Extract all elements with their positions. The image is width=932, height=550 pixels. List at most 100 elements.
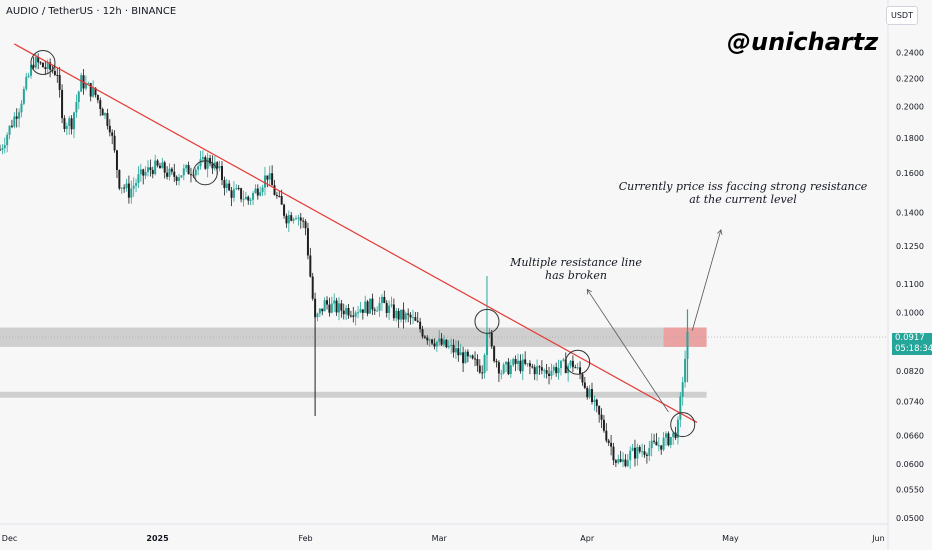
candle-body [462,352,465,364]
candle-body [321,308,324,312]
candle-body [32,64,35,68]
candle-body [684,358,687,383]
candle-body [443,339,445,345]
candle-body [602,419,605,431]
candle-body [135,183,138,186]
x-tick-label: Apr [580,534,595,543]
candle-body [645,454,648,456]
candle-body [579,367,582,375]
x-tick-label: Dec [2,534,17,543]
candle-body [199,159,202,167]
arrow-to-resistance-note [691,229,722,331]
x-tick-label: May [722,534,739,543]
candle-body [431,339,434,344]
candle-body [650,440,653,449]
candle-body [359,309,362,313]
candle-body [13,116,16,127]
candle-body [306,228,309,256]
candle-body [469,355,472,357]
candle-body [366,301,369,314]
candle-body [340,303,343,311]
candle-body [397,310,400,320]
candle-body [290,215,293,221]
candle-body [70,118,73,130]
candle-body [299,217,302,221]
candle-body [550,370,553,376]
candle-body [421,329,424,337]
candle-body [583,382,586,388]
y-tick-label: 0.0740 [896,398,924,407]
candle-body [607,440,610,443]
symbol-header[interactable]: AUDIO / TetherUS · 12h · BINANCE [6,6,177,17]
candle-body [230,190,233,198]
candle-body [163,162,166,173]
broken-note: Multiple resistance line has broken [505,256,647,282]
candle-body [127,183,130,198]
candle-body [669,436,672,446]
arrow-to-broken-note [586,289,669,413]
candle-body [490,332,493,347]
candle-body [330,303,333,313]
candle-body [37,56,40,63]
candle-body [247,196,250,201]
candle-body [392,304,395,319]
candle-body [275,194,278,197]
candle-body [15,116,18,119]
candle-body [147,167,149,173]
candle-body [526,363,529,365]
candle-body [495,361,498,363]
candle-body [576,367,579,369]
candle-body [440,338,443,345]
candle-body [409,314,412,318]
candle-body [242,199,245,201]
y-tick-label: 0.1100 [896,280,924,289]
candle-body [519,360,522,372]
candle-body [517,360,519,364]
candle-body [316,313,319,318]
candle-body [581,374,584,383]
candle-body [450,344,453,346]
candle-body [569,360,572,366]
candle-body [273,185,276,195]
candle-body [643,451,646,455]
candle-body [44,67,47,70]
y-tick-label: 0.0820 [896,367,924,376]
candle-body [414,317,417,321]
candle-body [120,187,123,189]
x-tick-label: Mar [432,534,448,543]
candle-body [189,174,192,176]
candle-body [390,304,393,306]
candle-body [364,301,367,313]
candle-body [149,167,152,170]
candle-body [555,366,558,374]
candle-body [94,87,97,96]
candle-body [559,360,562,369]
candle-body [524,359,527,364]
candle-body [459,352,462,356]
candle-body [536,366,539,375]
candle-body [333,300,336,304]
candle-body [388,305,391,313]
candle-body [211,163,214,169]
touch-circle [30,50,56,76]
candle-body [178,177,181,181]
watermark: @unichartz [727,28,879,56]
y-tick-label: 0.1600 [896,169,924,178]
candle-body [170,168,173,172]
candle-body [540,367,543,371]
resistance-zone [0,327,707,347]
candle-body [106,113,109,126]
candle-body [672,432,675,437]
candle-body [674,432,677,438]
candle-body [254,188,257,193]
candle-body [92,87,95,97]
candle-body [263,175,266,188]
currency-label[interactable]: USDT [886,6,918,25]
candle-body [30,64,33,76]
candle-body [493,346,496,362]
y-tick-label: 0.1250 [896,242,924,251]
candle-body [447,345,450,348]
candle-body [464,351,467,364]
